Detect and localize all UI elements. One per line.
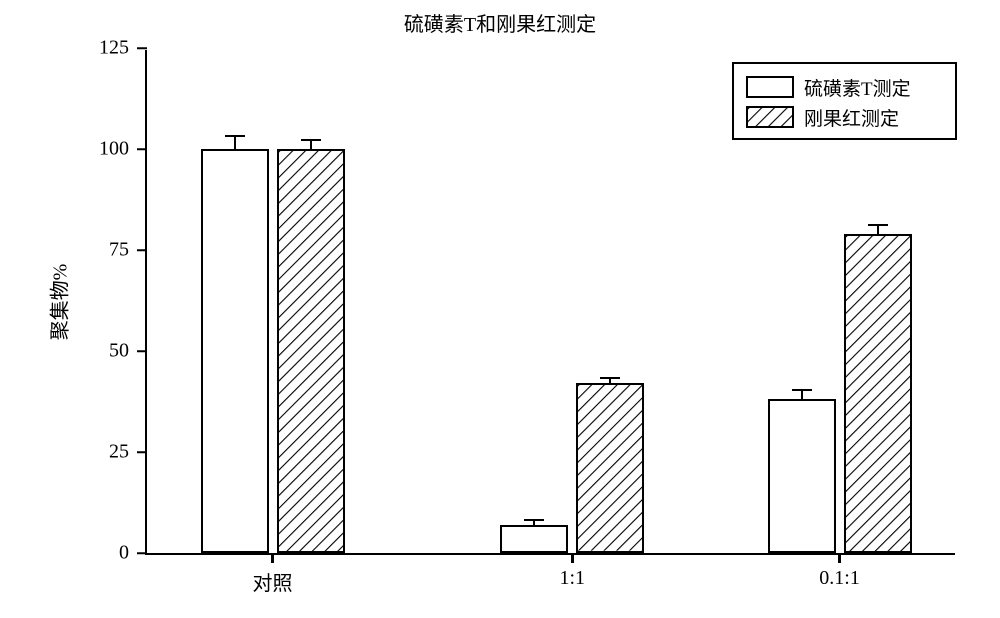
chart-title: 硫磺素T和刚果红测定 xyxy=(0,8,1000,37)
error-bar xyxy=(801,391,803,399)
y-tick-mark xyxy=(137,552,147,555)
bar xyxy=(576,383,644,553)
x-tick-label: 0.1:1 xyxy=(819,567,860,590)
y-tick-label: 25 xyxy=(109,441,129,464)
error-cap xyxy=(868,224,888,226)
y-tick-mark xyxy=(137,451,147,454)
x-tick-mark xyxy=(271,553,274,563)
error-cap xyxy=(600,377,620,379)
error-bar xyxy=(609,379,611,383)
bar xyxy=(768,399,836,553)
bar xyxy=(500,525,568,553)
bar xyxy=(201,149,269,553)
y-tick-label: 125 xyxy=(99,37,129,60)
y-tick-label: 50 xyxy=(109,340,129,363)
legend-label: 刚果红测定 xyxy=(804,104,899,131)
x-tick-label: 1:1 xyxy=(559,567,585,590)
y-axis-label: 聚集物% xyxy=(44,264,73,341)
x-tick-label: 对照 xyxy=(253,567,293,596)
error-cap xyxy=(792,389,812,391)
y-tick-label: 0 xyxy=(119,542,129,565)
x-tick-mark xyxy=(838,553,841,563)
y-tick-label: 75 xyxy=(109,239,129,262)
error-bar xyxy=(234,137,236,149)
y-tick-mark xyxy=(137,148,147,151)
error-bar xyxy=(533,521,535,525)
error-cap xyxy=(301,139,321,141)
y-tick-mark xyxy=(137,350,147,353)
y-tick-mark xyxy=(137,47,147,50)
legend-row: 刚果红测定 xyxy=(746,102,943,132)
legend: 硫磺素T测定刚果红测定 xyxy=(732,62,957,140)
error-cap xyxy=(524,519,544,521)
figure: 硫磺素T和刚果红测定 聚集物% 0255075100125对照1:10.1:1 … xyxy=(0,0,1000,618)
legend-label: 硫磺素T测定 xyxy=(804,74,911,101)
legend-swatch xyxy=(746,106,794,128)
bar xyxy=(844,234,912,553)
error-bar xyxy=(877,226,879,234)
legend-row: 硫磺素T测定 xyxy=(746,72,943,102)
y-tick-mark xyxy=(137,249,147,252)
bar xyxy=(277,149,345,553)
legend-swatch xyxy=(746,76,794,98)
x-tick-mark xyxy=(571,553,574,563)
error-cap xyxy=(225,135,245,137)
error-bar xyxy=(310,141,312,149)
y-tick-label: 100 xyxy=(99,138,129,161)
